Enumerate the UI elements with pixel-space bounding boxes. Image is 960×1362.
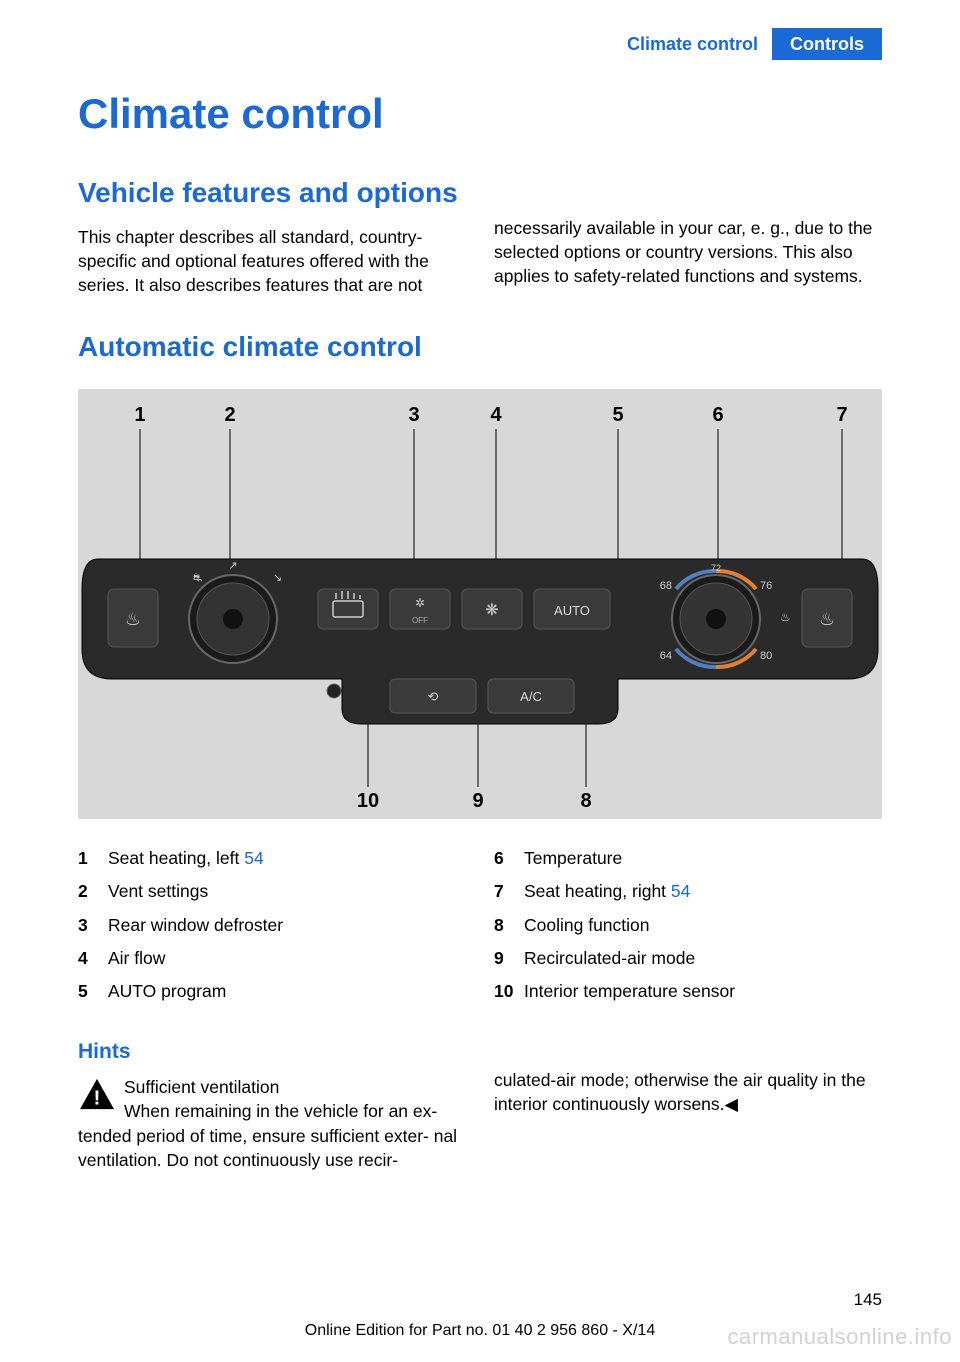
section1-heading: Vehicle features and options: [78, 174, 466, 213]
legend-item-7: 7Seat heating, right 54: [494, 875, 882, 908]
section1-right-text: necessarily available in your car, e. g.…: [494, 216, 882, 288]
callout-num-10: 10: [357, 790, 379, 812]
legend-text: AUTO program: [108, 975, 466, 1008]
legend-text: Recirculated-air mode: [524, 942, 882, 975]
legend-item-5: 5AUTO program: [78, 975, 466, 1008]
legend-num: 8: [494, 909, 524, 942]
callout-num-7: 7: [836, 404, 847, 426]
svg-text:OFF: OFF: [412, 616, 428, 625]
callout-num-3: 3: [408, 404, 419, 426]
legend-text: Seat heating, right 54: [524, 875, 882, 908]
legend-item-2: 2Vent settings: [78, 875, 466, 908]
section2-heading: Automatic climate control: [78, 331, 882, 363]
legend-text: Seat heating, left 54: [108, 842, 466, 875]
svg-text:76: 76: [760, 580, 772, 592]
header-bar: Climate control Controls: [627, 28, 882, 60]
legend-text: Interior temperature sensor: [524, 975, 882, 1008]
svg-text:❋: ❋: [485, 602, 498, 619]
svg-text:64: 64: [660, 650, 672, 662]
svg-text:↘: ↘: [273, 572, 282, 584]
svg-text:⛐: ⛐: [193, 572, 203, 584]
legend-num: 4: [78, 942, 108, 975]
page-content: Climate control Vehicle features and opt…: [78, 90, 882, 1172]
legend-item-8: 8Cooling function: [494, 909, 882, 942]
legend-text: Vent settings: [108, 875, 466, 908]
hints-left-body: When remaining in the vehicle for an ex‐…: [78, 1101, 457, 1169]
legend-num: 1: [78, 842, 108, 875]
legend-num: 6: [494, 842, 524, 875]
xref-link[interactable]: 54: [239, 848, 263, 868]
xref-link[interactable]: 54: [666, 881, 690, 901]
intro-block: Vehicle features and options This chapte…: [78, 174, 882, 297]
intro-left-col: Vehicle features and options This chapte…: [78, 174, 466, 297]
svg-text:68: 68: [660, 580, 672, 592]
legend-item-9: 9Recirculated-air mode: [494, 942, 882, 975]
svg-text:♨: ♨: [780, 610, 791, 624]
legend-num: 5: [78, 975, 108, 1008]
svg-text:72: 72: [711, 563, 721, 573]
hints-heading: Hints: [78, 1038, 466, 1067]
legend-text: Rear window defroster: [108, 909, 466, 942]
legend-text: Cooling function: [524, 909, 882, 942]
page-title: Climate control: [78, 90, 882, 138]
hints-right-body: culated-air mode; otherwise the air qual…: [494, 1070, 866, 1114]
legend-num: 3: [78, 909, 108, 942]
legend-item-3: 3Rear window defroster: [78, 909, 466, 942]
svg-text:✲: ✲: [415, 596, 425, 610]
callout-num-6: 6: [712, 404, 723, 426]
svg-text:80: 80: [760, 650, 772, 662]
svg-text:!: !: [94, 1087, 101, 1110]
legend-num: 2: [78, 875, 108, 908]
svg-text:↗: ↗: [228, 560, 237, 572]
legend-item-4: 4Air flow: [78, 942, 466, 975]
svg-text:♨: ♨: [125, 609, 141, 629]
diagram-legend: 1Seat heating, left 542Vent settings3Rea…: [78, 842, 882, 1008]
hints-warn-title: Sufficient ventilation: [124, 1077, 279, 1097]
svg-text:♨: ♨: [819, 609, 835, 629]
intro-right-col: necessarily available in your car, e. g.…: [494, 174, 882, 297]
legend-num: 10: [494, 975, 524, 1008]
legend-text: Temperature: [524, 842, 882, 875]
callout-num-4: 4: [490, 404, 502, 426]
section1-left-text: This chapter describes all standard, cou…: [78, 225, 466, 297]
legend-left-col: 1Seat heating, left 542Vent settings3Rea…: [78, 842, 466, 1008]
svg-text:A/C: A/C: [520, 689, 542, 704]
hints-block: Hints ! Sufficient ventilation When rema…: [78, 1038, 882, 1172]
legend-text: Air flow: [108, 942, 466, 975]
svg-text:AUTO: AUTO: [554, 603, 590, 618]
hints-right-col: culated-air mode; otherwise the air qual…: [494, 1038, 882, 1172]
warning-icon: !: [78, 1077, 116, 1111]
legend-item-6: 6Temperature: [494, 842, 882, 875]
legend-num: 7: [494, 875, 524, 908]
callout-num-9: 9: [472, 790, 483, 812]
svg-text:⟲: ⟲: [428, 689, 439, 704]
watermark-text: carmanualsonline.info: [727, 1324, 952, 1350]
legend-num: 9: [494, 942, 524, 975]
header-section-label: Climate control: [627, 28, 772, 60]
callout-num-5: 5: [612, 404, 623, 426]
callout-num-2: 2: [224, 404, 235, 426]
header-chapter-label: Controls: [772, 28, 882, 60]
legend-right-col: 6Temperature7Seat heating, right 548Cool…: [494, 842, 882, 1008]
climate-control-diagram: 1 2 3 4 5 6 7 10 9 8 ♨ ⛐ ↗ ↘ ✲ OFF: [78, 389, 882, 819]
legend-item-10: 10Interior temperature sensor: [494, 975, 882, 1008]
legend-item-1: 1Seat heating, left 54: [78, 842, 466, 875]
hints-left-col: Hints ! Sufficient ventilation When rema…: [78, 1038, 466, 1172]
callout-num-8: 8: [580, 790, 591, 812]
callout-num-1: 1: [134, 404, 145, 426]
page-number: 145: [854, 1290, 882, 1310]
